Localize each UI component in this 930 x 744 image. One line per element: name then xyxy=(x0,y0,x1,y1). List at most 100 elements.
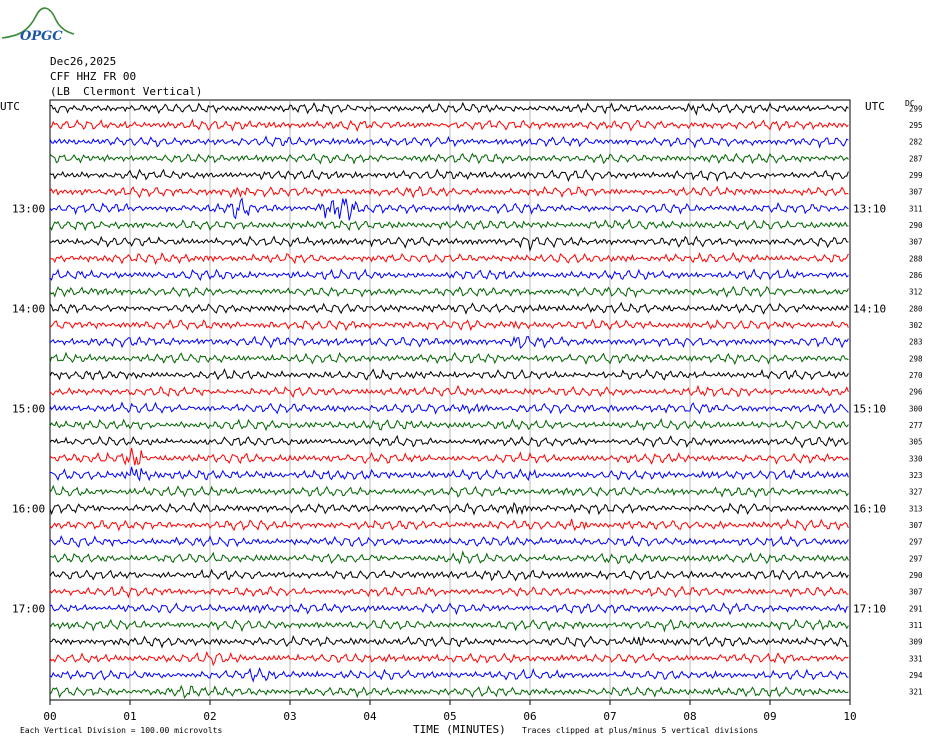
trace-line-34 xyxy=(49,650,849,667)
trace-line-19 xyxy=(49,401,849,415)
x-tick-label: 08 xyxy=(683,710,696,723)
left-time-labels: 13:00 14:00 15:00 16:00 17:00 xyxy=(12,202,45,615)
trace-line-31 xyxy=(49,602,849,616)
dc-offset-value: 295 xyxy=(909,121,923,130)
right-time-label: 16:10 xyxy=(853,502,886,515)
x-tick-label: 03 xyxy=(283,710,296,723)
dc-offset-value: 307 xyxy=(909,521,923,530)
left-time-label: 15:00 xyxy=(12,402,45,415)
trace-line-27 xyxy=(49,535,849,548)
trace-line-2 xyxy=(49,118,849,132)
trace-line-12 xyxy=(49,285,849,299)
dc-offset-value: 290 xyxy=(909,221,923,230)
trace-line-13 xyxy=(49,301,849,315)
trace-line-21 xyxy=(49,434,849,449)
trace-line-5 xyxy=(49,168,849,183)
trace-line-1 xyxy=(49,101,849,116)
x-axis-title: TIME (MINUTES) xyxy=(413,723,506,736)
x-tick-label: 00 xyxy=(43,710,56,723)
dc-offset-value: 323 xyxy=(909,471,923,480)
trace-line-14 xyxy=(49,318,849,332)
trace-line-35 xyxy=(49,667,849,683)
right-time-label: 15:10 xyxy=(853,402,886,415)
dc-offset-value: 312 xyxy=(909,288,923,297)
dc-offset-value: 287 xyxy=(909,154,923,163)
clip-note: Traces clipped at plus/minus 5 vertical … xyxy=(522,726,758,735)
dc-offset-value: 277 xyxy=(909,421,923,430)
dc-offset-value: 286 xyxy=(909,271,923,280)
dc-offset-value: 294 xyxy=(909,671,923,680)
trace-line-24 xyxy=(49,484,849,499)
trace-line-15 xyxy=(49,335,849,350)
trace-line-29 xyxy=(49,568,849,582)
trace-line-7 xyxy=(49,197,849,221)
dc-offset-value: 297 xyxy=(909,538,923,547)
right-time-labels: 13:10 14:10 15:10 16:10 17:10 xyxy=(853,202,886,615)
dc-offset-value: 311 xyxy=(909,621,923,630)
left-utc-label: UTC xyxy=(0,100,20,113)
trace-line-10 xyxy=(49,251,849,266)
dc-offset-value: 307 xyxy=(909,238,923,247)
trace-group xyxy=(49,101,849,699)
right-time-label: 17:10 xyxy=(853,602,886,615)
x-tick-label: 04 xyxy=(363,710,377,723)
dc-offset-value: 300 xyxy=(909,404,923,413)
left-time-label: 17:00 xyxy=(12,602,45,615)
trace-line-26 xyxy=(49,518,849,532)
trace-line-17 xyxy=(49,368,849,381)
right-utc-label: UTC xyxy=(865,100,885,113)
dc-offset-value: 288 xyxy=(909,254,923,263)
x-tick-label: 06 xyxy=(523,710,536,723)
x-tick-label: 01 xyxy=(123,710,136,723)
x-tick-label: 07 xyxy=(603,710,616,723)
dc-offset-value: 291 xyxy=(909,604,923,613)
dc-offset-value: 331 xyxy=(909,654,923,663)
dc-offset-value: 302 xyxy=(909,321,923,330)
left-time-label: 13:00 xyxy=(12,202,45,215)
opgc-logo: OPGC xyxy=(1,7,75,44)
date-label: Dec26,2025 xyxy=(50,55,117,68)
trace-line-36 xyxy=(49,684,849,699)
x-tick-label: 05 xyxy=(443,710,456,723)
dc-offset-value: 305 xyxy=(909,438,923,447)
dc-offset-value: 311 xyxy=(909,204,923,213)
vertical-division-note: Each Vertical Division = 100.00 microvol… xyxy=(20,726,222,735)
location-label: (LB Clermont Vertical) xyxy=(50,85,203,98)
trace-line-28 xyxy=(49,550,849,565)
dc-offset-value: 280 xyxy=(909,304,923,313)
dc-offset-value: 327 xyxy=(909,488,923,497)
x-axis: 00 01 02 03 04 05 06 07 08 09 10 xyxy=(43,700,857,723)
trace-line-25 xyxy=(49,501,849,516)
dc-offset-values: 299 295 282 287 299 307 311 290 307 288 286 312 280 3… xyxy=(909,104,923,696)
dc-offset-value: 298 xyxy=(909,354,923,363)
dc-offset-value: 313 xyxy=(909,504,923,513)
dc-offset-value: 307 xyxy=(909,188,923,197)
trace-line-3 xyxy=(49,135,849,149)
x-tick-label: 10 xyxy=(843,710,856,723)
dc-offset-value: 296 xyxy=(909,388,923,397)
trace-line-32 xyxy=(49,618,849,633)
dc-label: DC xyxy=(905,99,915,108)
dc-offset-value: 299 xyxy=(909,104,923,113)
minute-gridlines xyxy=(129,100,771,700)
station-label: CFF HHZ FR 00 xyxy=(50,70,137,83)
trace-line-18 xyxy=(49,384,849,398)
dc-offset-value: 270 xyxy=(909,371,923,380)
dc-offset-value: 290 xyxy=(909,571,923,580)
x-tick-label: 09 xyxy=(763,710,776,723)
dc-offset-value: 299 xyxy=(909,171,923,180)
trace-line-6 xyxy=(49,185,849,199)
x-tick-label: 02 xyxy=(203,710,216,723)
dc-offset-value: 297 xyxy=(909,554,923,563)
trace-line-30 xyxy=(49,585,849,599)
dc-offset-value: 307 xyxy=(909,588,923,597)
left-time-label: 16:00 xyxy=(12,502,45,515)
logo-text: OPGC xyxy=(20,29,63,44)
dc-offset-value: 309 xyxy=(909,638,923,647)
right-time-label: 14:10 xyxy=(853,302,886,315)
dc-offset-value: 282 xyxy=(909,138,923,147)
trace-line-33 xyxy=(49,634,849,649)
right-time-label: 13:10 xyxy=(853,202,886,215)
trace-line-4 xyxy=(49,152,849,165)
